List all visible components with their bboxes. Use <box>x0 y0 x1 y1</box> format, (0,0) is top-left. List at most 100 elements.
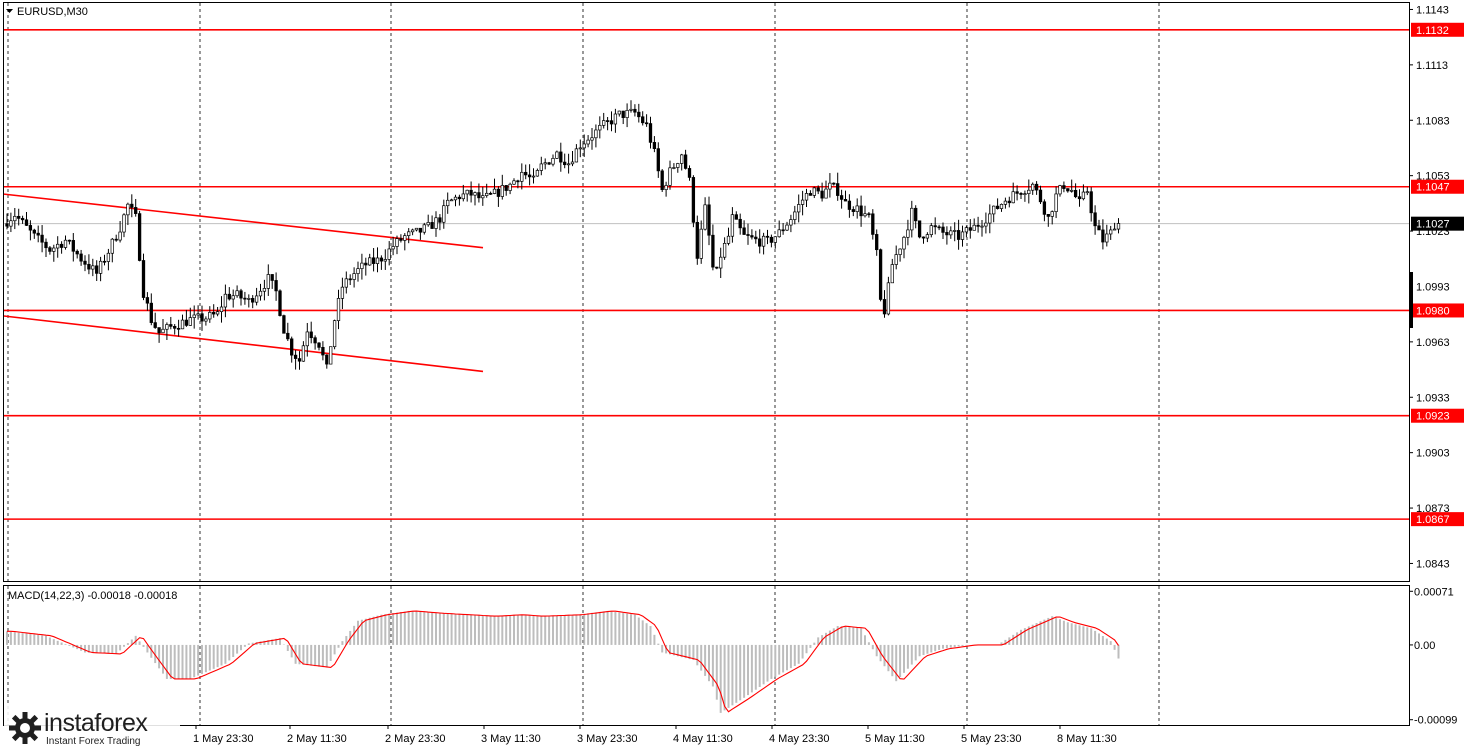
candle-body <box>609 120 614 125</box>
time-tick-label: 4 May 23:30 <box>769 733 830 745</box>
macd-panel-frame <box>3 585 1410 726</box>
current-price-label: 1.1027 <box>1416 219 1450 231</box>
candle-body <box>196 313 200 316</box>
candle-body <box>937 226 941 229</box>
candle-body <box>730 214 735 237</box>
candle-body <box>551 157 555 165</box>
candle-body <box>570 161 575 165</box>
candle-body <box>1077 196 1082 200</box>
candle-body <box>153 322 157 328</box>
candle-body <box>960 231 965 240</box>
candle-body <box>871 213 875 235</box>
candle-body <box>208 311 212 320</box>
candle-body <box>200 313 204 322</box>
candle-body <box>1011 191 1015 204</box>
candle-body <box>399 238 403 241</box>
candle-body <box>559 151 563 163</box>
level-price-tag <box>1411 179 1464 194</box>
candle-body <box>680 154 684 164</box>
candle-body <box>1081 191 1086 200</box>
candle-body <box>56 243 60 249</box>
candle-body <box>929 225 933 236</box>
candle-body <box>59 243 64 248</box>
candle-body <box>1058 185 1062 195</box>
candle-body <box>134 207 138 214</box>
candle-body <box>485 192 489 196</box>
candle-body <box>473 192 477 196</box>
candle-body <box>637 111 641 118</box>
candle-body <box>625 109 629 118</box>
candle-body <box>773 236 777 243</box>
macd-tick-label: 0.00071 <box>1414 586 1454 598</box>
candle-body <box>808 193 813 196</box>
candle-body <box>504 185 508 191</box>
candle-body <box>348 278 352 281</box>
candle-body <box>95 265 99 274</box>
candle-body <box>364 262 368 266</box>
candle-body <box>1031 183 1035 191</box>
candle-body <box>512 180 516 185</box>
candle-body <box>574 148 579 163</box>
candle-body <box>391 246 395 250</box>
candle-body <box>734 214 738 220</box>
candle-body <box>130 203 134 208</box>
candle-body <box>122 214 126 233</box>
level-price-tag <box>1411 408 1464 423</box>
candle-body <box>180 319 185 330</box>
candle-body <box>403 235 407 241</box>
dropdown-triangle-icon[interactable] <box>6 9 13 13</box>
candle-body <box>243 297 247 300</box>
support-resistance-levels <box>4 28 1409 520</box>
time-axis: 1 May 23:30 2 May 11:30 2 May 23:30 3 May 1… <box>193 725 1117 745</box>
candle-body <box>851 209 855 212</box>
candle-body <box>344 278 348 288</box>
candle-body <box>832 182 836 185</box>
candle-body <box>812 187 816 196</box>
candle-body <box>223 293 228 308</box>
candle-body <box>976 224 980 227</box>
candle-body <box>902 236 906 250</box>
candle-body <box>106 252 111 262</box>
candle-body <box>820 190 824 199</box>
candle-body <box>251 298 255 303</box>
candle-body <box>360 262 364 269</box>
time-tick-label: 5 May 23:30 <box>961 733 1022 745</box>
candle-body <box>247 298 251 300</box>
candle-body <box>683 154 688 169</box>
candles <box>5 100 1121 370</box>
time-tick-label: 8 May 11:30 <box>1057 733 1117 745</box>
candle-body <box>672 167 676 169</box>
candle-body <box>980 225 984 228</box>
candle-body <box>652 142 657 149</box>
candle-body <box>890 264 894 284</box>
time-tick-label: 5 May 11:30 <box>865 733 925 745</box>
candle-body <box>98 260 103 274</box>
candle-body <box>71 240 75 252</box>
candle-body <box>204 318 208 322</box>
candle-body <box>262 288 267 292</box>
candle-body <box>878 249 883 300</box>
candle-body <box>875 234 879 251</box>
candle-body <box>414 227 419 231</box>
candle-body <box>329 346 333 365</box>
candle-body <box>660 170 664 190</box>
candle-body <box>769 236 774 243</box>
candle-body <box>617 110 621 115</box>
candle-body <box>594 129 598 139</box>
time-tick-label: 2 May 23:30 <box>385 733 446 745</box>
candle-body <box>1097 225 1101 231</box>
candle-body <box>91 265 95 270</box>
candle-body <box>379 257 384 262</box>
candle-body <box>839 195 844 200</box>
candle-body <box>867 213 871 216</box>
candle-body <box>641 116 645 124</box>
candle-body <box>438 217 442 223</box>
candle-body <box>722 243 727 258</box>
candle-body <box>524 171 528 176</box>
candle-body <box>173 326 177 329</box>
price-tick-label: 1.0993 <box>1416 281 1450 293</box>
candle-body <box>777 229 781 238</box>
time-tick-label: 3 May 23:30 <box>577 733 638 745</box>
candle-body <box>488 192 493 195</box>
